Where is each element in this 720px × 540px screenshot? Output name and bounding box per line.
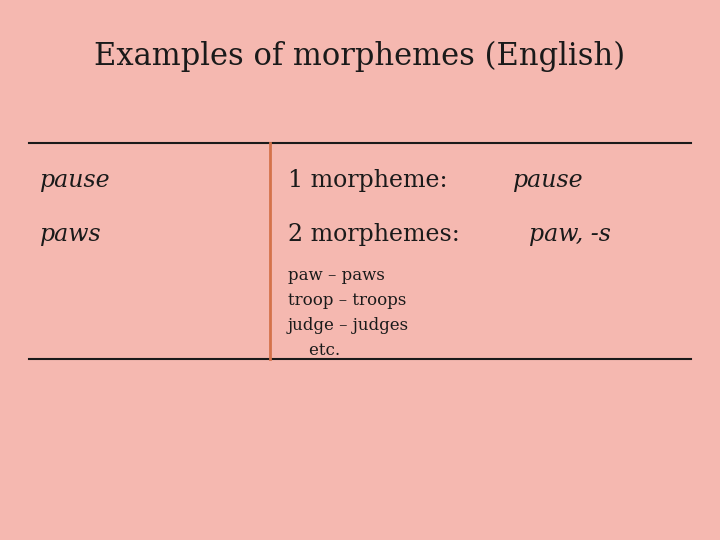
- Text: paw – paws
troop – troops
judge – judges
    etc.: paw – paws troop – troops judge – judges…: [288, 267, 409, 359]
- Text: paw, -s: paw, -s: [529, 224, 611, 246]
- Text: pause: pause: [40, 170, 110, 192]
- Text: pause: pause: [513, 170, 584, 192]
- Text: paws: paws: [40, 224, 102, 246]
- Text: 1 morpheme:: 1 morpheme:: [288, 170, 462, 192]
- Text: 2 morphemes:: 2 morphemes:: [288, 224, 474, 246]
- Text: Examples of morphemes (English): Examples of morphemes (English): [94, 41, 626, 72]
